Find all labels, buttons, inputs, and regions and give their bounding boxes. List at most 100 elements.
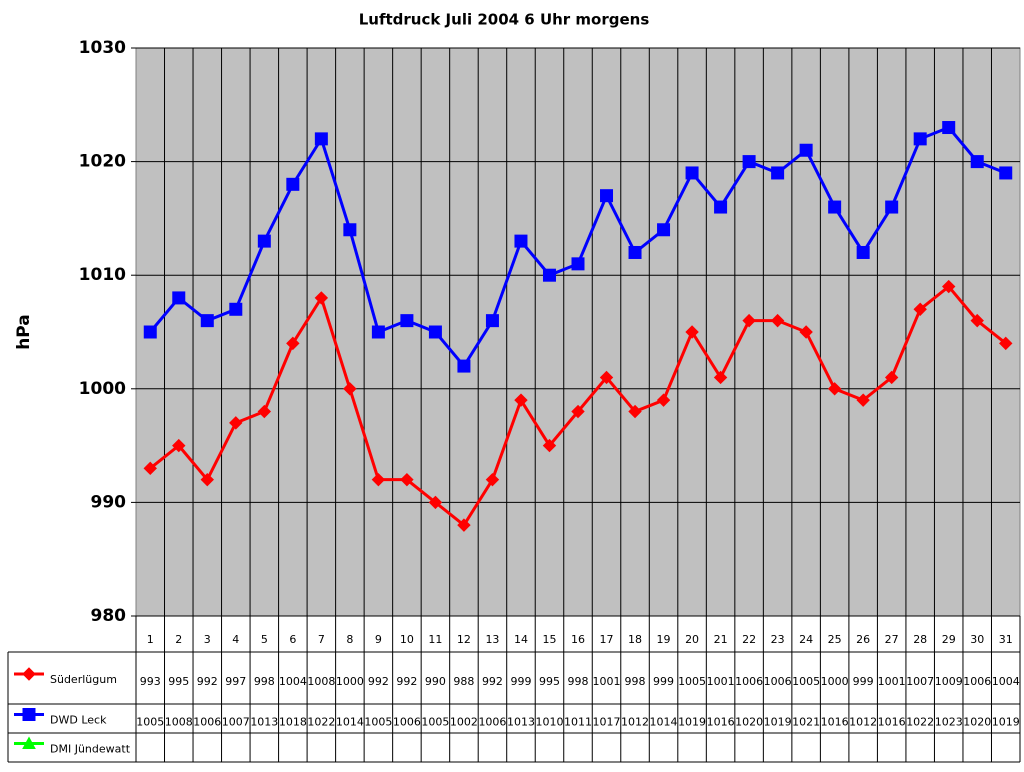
table-value: 1011	[564, 716, 592, 729]
y-tick-label: 990	[91, 492, 127, 512]
table-value: 1006	[393, 716, 421, 729]
table-value: 1022	[906, 716, 934, 729]
x-tick-label: 7	[318, 633, 325, 646]
data-point	[913, 302, 927, 316]
data-point	[657, 223, 671, 237]
x-tick-label: 16	[571, 633, 585, 646]
y-tick-label: 1010	[79, 265, 126, 285]
plot-area	[135, 47, 1021, 617]
data-point	[143, 325, 157, 339]
table-value: 1010	[535, 716, 563, 729]
table-value: 1020	[735, 716, 763, 729]
y-tick-label: 1030	[79, 38, 126, 58]
data-point	[286, 177, 300, 191]
table-value: 992	[396, 675, 417, 688]
x-tick-label: 22	[742, 633, 756, 646]
data-point	[400, 314, 414, 328]
data-point	[771, 166, 785, 180]
table-value: 992	[368, 675, 389, 688]
x-tick-label: 15	[542, 633, 556, 646]
data-point	[542, 268, 556, 282]
table-value: 1000	[821, 675, 849, 688]
data-point	[827, 382, 842, 396]
x-tick-label: 19	[657, 633, 671, 646]
x-tick-label: 29	[942, 633, 956, 646]
table-value: 988	[453, 675, 474, 688]
legend-label: Süderlügum	[50, 673, 117, 686]
x-tick-label: 3	[204, 633, 211, 646]
data-point	[999, 166, 1013, 180]
table-value: 1012	[849, 716, 877, 729]
x-tick-label: 2	[175, 633, 182, 646]
data-point	[428, 325, 442, 339]
data-point	[485, 472, 500, 487]
table-value: 1016	[707, 716, 735, 729]
table-value: 1022	[307, 716, 335, 729]
chart-title: Luftdruck Juli 2004 6 Uhr morgens	[359, 11, 650, 29]
data-point	[571, 404, 585, 419]
data-point	[742, 313, 756, 328]
table-value: 995	[539, 675, 560, 688]
x-tick-label: 9	[375, 633, 382, 646]
data-point	[799, 325, 813, 339]
data-point	[542, 438, 557, 453]
table-value: 1007	[222, 716, 250, 729]
table-value: 992	[482, 675, 503, 688]
table-value: 1014	[650, 716, 678, 729]
x-tick-label: 25	[828, 633, 842, 646]
legend-label: DMI Jündewatt	[50, 743, 131, 756]
table-value: 1014	[336, 716, 364, 729]
table-value: 998	[625, 675, 646, 688]
data-point	[999, 336, 1013, 351]
x-tick-label: 1	[147, 633, 154, 646]
x-tick-label: 21	[714, 633, 728, 646]
table-value: 1005	[678, 675, 706, 688]
table-value: 1017	[593, 716, 621, 729]
data-point	[457, 518, 471, 532]
table-value: 1016	[878, 716, 906, 729]
legend-marker	[22, 708, 36, 721]
x-tick-label: 18	[628, 633, 642, 646]
data-point	[942, 279, 956, 294]
table-value: 992	[197, 675, 218, 688]
data-point	[428, 495, 443, 510]
x-tick-label: 10	[400, 633, 414, 646]
table-value: 998	[568, 675, 589, 688]
data-point	[343, 223, 357, 237]
table-value: 1013	[507, 716, 535, 729]
data-point	[229, 302, 243, 316]
table-value: 1020	[963, 716, 991, 729]
data-point	[913, 132, 927, 146]
table-value: 1001	[878, 675, 906, 688]
data-point	[628, 245, 642, 259]
x-tick-label: 14	[514, 633, 528, 646]
table-value: 999	[510, 675, 531, 688]
x-tick-label: 4	[232, 633, 239, 646]
data-point	[799, 143, 813, 157]
table-value: 1000	[336, 675, 364, 688]
data-point	[770, 313, 785, 328]
table-value: 1001	[707, 675, 735, 688]
legend-marker	[22, 667, 36, 681]
x-tick-label: 23	[771, 633, 785, 646]
legend-label: DWD Leck	[50, 714, 107, 727]
x-tick-label: 5	[261, 633, 268, 646]
data-point	[371, 472, 386, 487]
table-value: 1021	[792, 716, 820, 729]
table-value: 999	[853, 675, 874, 688]
table-value: 1019	[678, 716, 706, 729]
x-tick-label: 30	[970, 633, 984, 646]
table-value: 1009	[935, 675, 963, 688]
table-value: 999	[653, 675, 674, 688]
data-point	[200, 472, 214, 487]
data-point	[172, 291, 186, 305]
data-point	[856, 245, 870, 259]
table-value: 995	[168, 675, 189, 688]
table-value: 1008	[165, 716, 193, 729]
table-value: 1004	[279, 675, 307, 688]
data-point	[714, 200, 728, 214]
table-value: 1004	[992, 675, 1020, 688]
data-point	[286, 336, 300, 351]
table-value: 1006	[478, 716, 506, 729]
